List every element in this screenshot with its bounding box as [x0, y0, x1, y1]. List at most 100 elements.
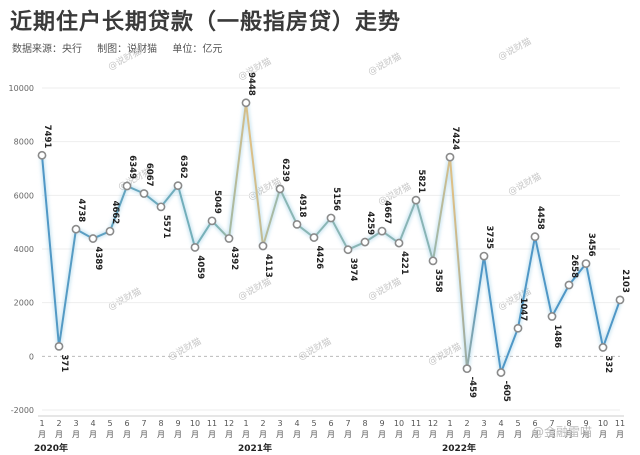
unit-label: 单位：亿元 [172, 44, 223, 55]
x-tick-unit: 月 [378, 430, 386, 439]
data-label: 3456 [586, 233, 596, 257]
watermark-text: @说财猫 [236, 275, 273, 303]
x-tick-unit: 月 [446, 430, 454, 439]
x-tick-unit: 月 [157, 430, 165, 439]
x-tick-label: 1 [39, 419, 44, 428]
x-tick-unit: 月 [344, 430, 352, 439]
data-label: 4113 [263, 254, 273, 278]
x-tick-label: 9 [175, 419, 180, 428]
x-axis: 1月2月3月4月5月6月7月8月9月10月11月12月1月2月3月4月5月6月7… [34, 415, 625, 454]
x-tick-label: 11 [615, 419, 625, 428]
data-point [326, 213, 336, 223]
x-tick-label: 2 [464, 419, 469, 428]
x-tick-unit: 月 [242, 430, 250, 439]
data-label: 4221 [399, 251, 409, 275]
data-label: 6349 [127, 155, 137, 179]
x-tick-unit: 月 [191, 430, 199, 439]
data-label: 3558 [433, 269, 443, 293]
data-label: 2103 [620, 269, 630, 293]
x-tick-unit: 月 [174, 430, 182, 439]
grid-lines [42, 87, 620, 411]
data-points [37, 98, 625, 377]
data-point [71, 224, 81, 234]
data-label: 7424 [450, 126, 460, 150]
data-point [615, 295, 625, 305]
data-point [37, 150, 47, 160]
x-tick-unit: 月 [225, 430, 233, 439]
data-source: 数据来源：央行 [12, 44, 82, 55]
data-point [462, 364, 472, 374]
x-tick-label: 9 [583, 419, 588, 428]
data-label: 4738 [76, 199, 86, 223]
data-point [479, 251, 489, 261]
y-tick-label: 0 [29, 352, 34, 361]
x-tick-label: 6 [532, 419, 537, 428]
watermark-text: @说财猫 [366, 275, 403, 303]
data-label: 4259 [365, 211, 375, 235]
y-tick-label: 6000 [14, 191, 34, 200]
data-point [360, 237, 370, 247]
x-tick-label: 12 [428, 419, 438, 428]
data-point [547, 312, 557, 321]
x-tick-label: 7 [549, 419, 554, 428]
x-tick-unit: 月 [599, 430, 607, 439]
data-point [530, 232, 540, 242]
x-tick-label: 5 [515, 419, 520, 428]
x-tick-unit: 月 [497, 430, 505, 439]
data-point [224, 234, 234, 243]
data-label: 7491 [42, 125, 52, 149]
data-point [207, 216, 217, 226]
data-point [241, 98, 251, 108]
y-tick-label: 10000 [9, 84, 34, 93]
data-point [122, 181, 132, 191]
data-label: 6067 [144, 163, 154, 187]
x-tick-label: 4 [498, 419, 503, 428]
x-tick-label: 10 [598, 419, 608, 428]
data-label: 3974 [348, 258, 358, 282]
data-point [173, 181, 183, 191]
x-tick-unit: 月 [327, 430, 335, 439]
watermark-text: @说财猫 [366, 50, 403, 78]
y-tick-label: 8000 [14, 138, 34, 147]
data-point [377, 226, 387, 236]
x-tick-label: 2 [56, 419, 61, 428]
x-tick-unit: 月 [616, 430, 624, 439]
data-label: 371 [59, 354, 69, 372]
x-tick-label: 10 [190, 419, 200, 428]
watermark-text: @说财猫 [506, 170, 543, 198]
x-tick-unit: 月 [123, 430, 131, 439]
watermark-text: @说财猫 [106, 45, 143, 73]
y-axis: -2000 0 2000 4000 6000 8000 10000 [9, 84, 34, 415]
x-tick-unit: 月 [55, 430, 63, 439]
data-label: -605 [501, 381, 511, 402]
x-tick-label: 1 [447, 419, 452, 428]
watermark-text: @说财猫 [376, 180, 413, 208]
x-tick-label: 8 [566, 419, 571, 428]
chart-title: 近期住户长期贷款（一般指房贷）走势 [10, 10, 402, 35]
data-point [54, 341, 64, 351]
chart-meta: 数据来源：央行 制图：说财猫 单位：亿元 [12, 40, 234, 55]
data-label: 332 [603, 355, 613, 373]
x-tick-label: 8 [362, 419, 367, 428]
y-tick-label: 4000 [14, 245, 34, 254]
x-tick-label: 12 [224, 419, 234, 428]
data-point [513, 323, 523, 333]
data-point [156, 202, 166, 212]
data-point [394, 238, 404, 248]
data-labels: 7491 371 4738 4389 4662 6349 6067 5571 6362 4059 5… [42, 72, 630, 402]
watermark-text: @说财猫 [106, 285, 143, 313]
data-label: 5156 [331, 187, 341, 211]
watermark-layer: @说财猫 @说财猫 @说财猫 @说财猫 @说财猫 @说财猫 @说财猫 @说财猫 @说财猫 @说财猫… [106, 35, 543, 368]
data-label: 4662 [110, 201, 120, 225]
x-tick-unit: 月 [106, 430, 114, 439]
x-tick-unit: 月 [361, 430, 369, 439]
data-label: 4059 [195, 255, 205, 279]
x-tick-unit: 月 [140, 430, 148, 439]
data-point [105, 226, 115, 236]
year-label: 2022年 [442, 442, 476, 454]
data-label: 9448 [246, 72, 256, 96]
x-tick-unit: 月 [38, 430, 46, 439]
x-tick-label: 9 [379, 419, 384, 428]
x-tick-label: 1 [243, 419, 248, 428]
